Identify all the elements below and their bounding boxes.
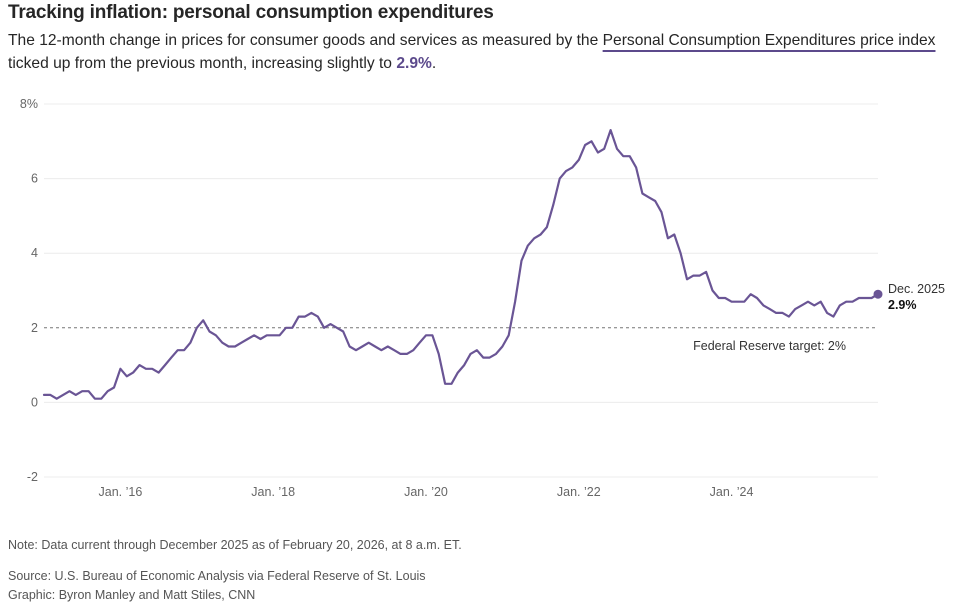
x-tick-label: Jan. ’24 — [710, 485, 754, 499]
chart-subtitle: The 12-month change in prices for consum… — [8, 29, 953, 75]
x-axis-labels: Jan. ’16 Jan. ’18 Jan. ’20 Jan. ’22 Jan. ’24 — [99, 485, 754, 499]
subtitle-text-start: The 12-month change in prices for consum… — [8, 32, 603, 49]
y-tick-label: 6 — [31, 172, 38, 186]
y-axis-labels: 8% 6 4 2 0 -2 — [20, 97, 38, 484]
y-tick-label: -2 — [27, 470, 38, 484]
y-tick-label: 2 — [31, 321, 38, 335]
source-credit: Source: U.S. Bureau of Economic Analysis… — [8, 569, 426, 583]
last-point-marker — [873, 289, 883, 299]
subtitle-value: 2.9% — [396, 55, 432, 72]
end-date-label: Dec. 2025 — [888, 282, 945, 296]
y-tick-label: 8% — [20, 97, 38, 111]
grid-lines — [44, 103, 878, 478]
pce-series-line — [42, 129, 880, 400]
series-layer — [42, 129, 880, 400]
subtitle-text-middle: ticked up from the previous month, incre… — [8, 55, 397, 72]
fed-target-label: Federal Reserve target: 2% — [693, 339, 846, 353]
x-tick-label: Jan. ’22 — [557, 485, 601, 499]
subtitle-text-end: . — [431, 55, 437, 72]
x-tick-label: Jan. ’16 — [99, 485, 143, 499]
data-note: Note: Data current through December 2025… — [8, 538, 462, 552]
pce-line-chart: 8% 6 4 2 0 -2 Jan. ’16 Jan. ’18 Jan. ’20 Jan. ’2… — [20, 97, 945, 499]
chart-title: Tracking inflation: personal consumption… — [8, 2, 494, 23]
y-tick-label: 0 — [31, 395, 38, 409]
end-value-label: 2.9% — [888, 298, 917, 312]
fed-target-reference: Federal Reserve target: 2% — [44, 327, 878, 353]
graphic-credit: Graphic: Byron Manley and Matt Stiles, C… — [8, 588, 256, 602]
y-tick-label: 4 — [31, 246, 38, 260]
x-tick-label: Jan. ’20 — [404, 485, 448, 499]
end-annotation: Dec. 2025 2.9% — [873, 282, 945, 312]
x-tick-label: Jan. ’18 — [251, 485, 295, 499]
pce-index-link[interactable]: Personal Consumption Expenditures price … — [602, 32, 936, 49]
